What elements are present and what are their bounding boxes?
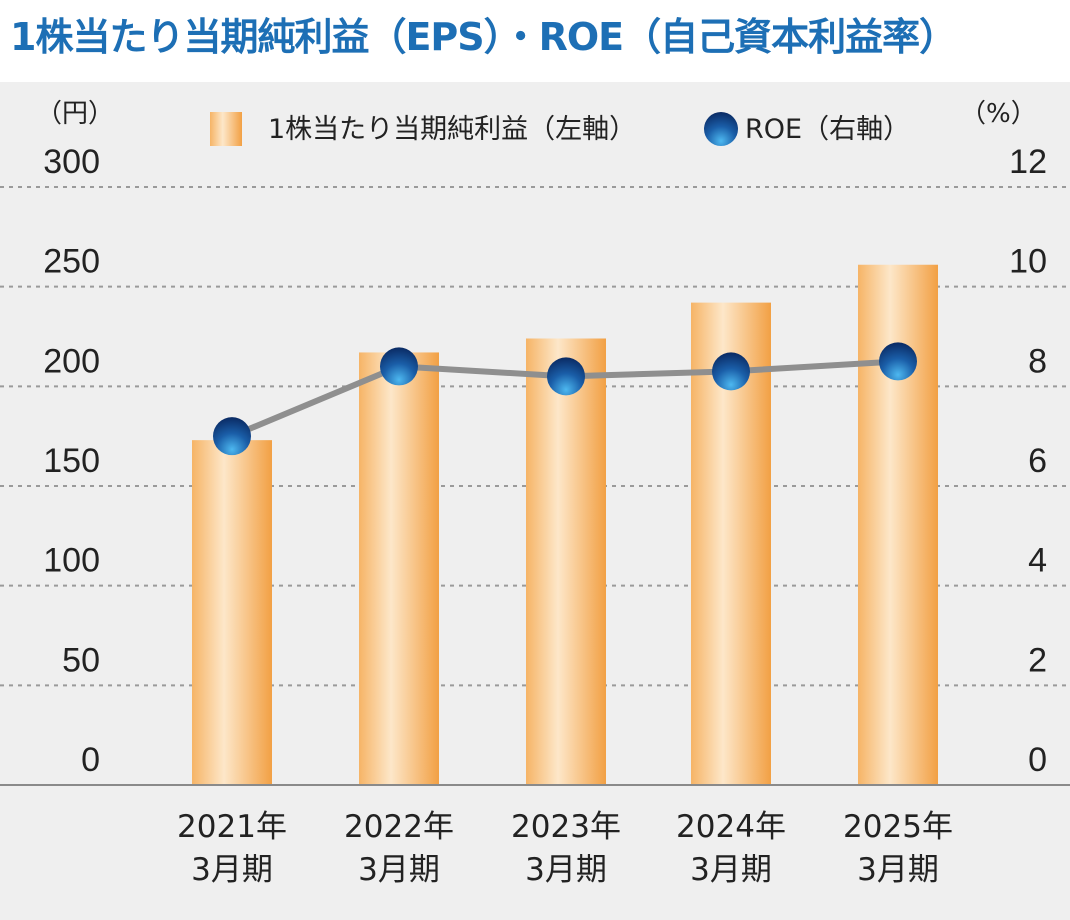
x-tick-label-period: 3月期: [690, 852, 772, 888]
left-tick-label: 300: [43, 143, 100, 181]
left-tick-label: 100: [43, 542, 100, 580]
legend: 1株当たり当期純利益（左軸） ROE（右軸）: [210, 112, 910, 146]
axes: 0 50 100 150 200 250 300 0 2 4 6 8 10 12 2021年 3月期 2022年…: [0, 143, 1070, 888]
roe-line: [213, 342, 917, 456]
roe-point: [380, 347, 418, 386]
left-tick-label: 200: [43, 342, 100, 380]
chart-title: 1株当たり当期純利益（EPS）・ROE（自己資本利益率）: [10, 15, 957, 59]
right-tick-label: 8: [1028, 342, 1047, 380]
left-tick-label: 50: [62, 641, 100, 679]
left-tick-label: 150: [43, 442, 100, 480]
roe-point: [879, 342, 917, 381]
roe-point: [712, 352, 750, 391]
legend-swatch-eps: [210, 112, 242, 146]
right-tick-label: 4: [1028, 542, 1047, 580]
eps-bars: [192, 264, 938, 785]
legend-label-roe: ROE（右軸）: [745, 114, 910, 145]
right-tick-label: 6: [1028, 442, 1047, 480]
x-tick-label-period: 3月期: [358, 852, 440, 888]
x-tick-label-year: 2021年: [177, 809, 287, 845]
legend-marker-roe: [704, 112, 738, 146]
x-tick-label-period: 3月期: [857, 852, 939, 888]
right-tick-label: 10: [1009, 243, 1047, 281]
x-tick-label-year: 2024年: [676, 809, 786, 845]
roe-point: [213, 417, 251, 456]
x-tick-label-period: 3月期: [525, 852, 607, 888]
left-axis-unit: （円）: [36, 99, 114, 129]
left-tick-label: 0: [81, 741, 100, 779]
eps-bar: [526, 338, 606, 785]
left-tick-label: 250: [43, 243, 100, 281]
right-axis-unit: （%）: [960, 99, 1037, 129]
legend-label-eps: 1株当たり当期純利益（左軸）: [268, 114, 636, 145]
right-tick-label: 0: [1028, 741, 1047, 779]
eps-bar: [192, 440, 272, 785]
x-tick-label-year: 2025年: [843, 809, 953, 845]
right-tick-label: 12: [1009, 143, 1047, 181]
x-tick-label-year: 2022年: [344, 809, 454, 845]
eps-bar: [359, 352, 439, 785]
right-tick-label: 2: [1028, 641, 1047, 679]
roe-point: [547, 357, 585, 396]
x-tick-label-year: 2023年: [511, 809, 621, 845]
x-tick-label-period: 3月期: [191, 852, 273, 888]
